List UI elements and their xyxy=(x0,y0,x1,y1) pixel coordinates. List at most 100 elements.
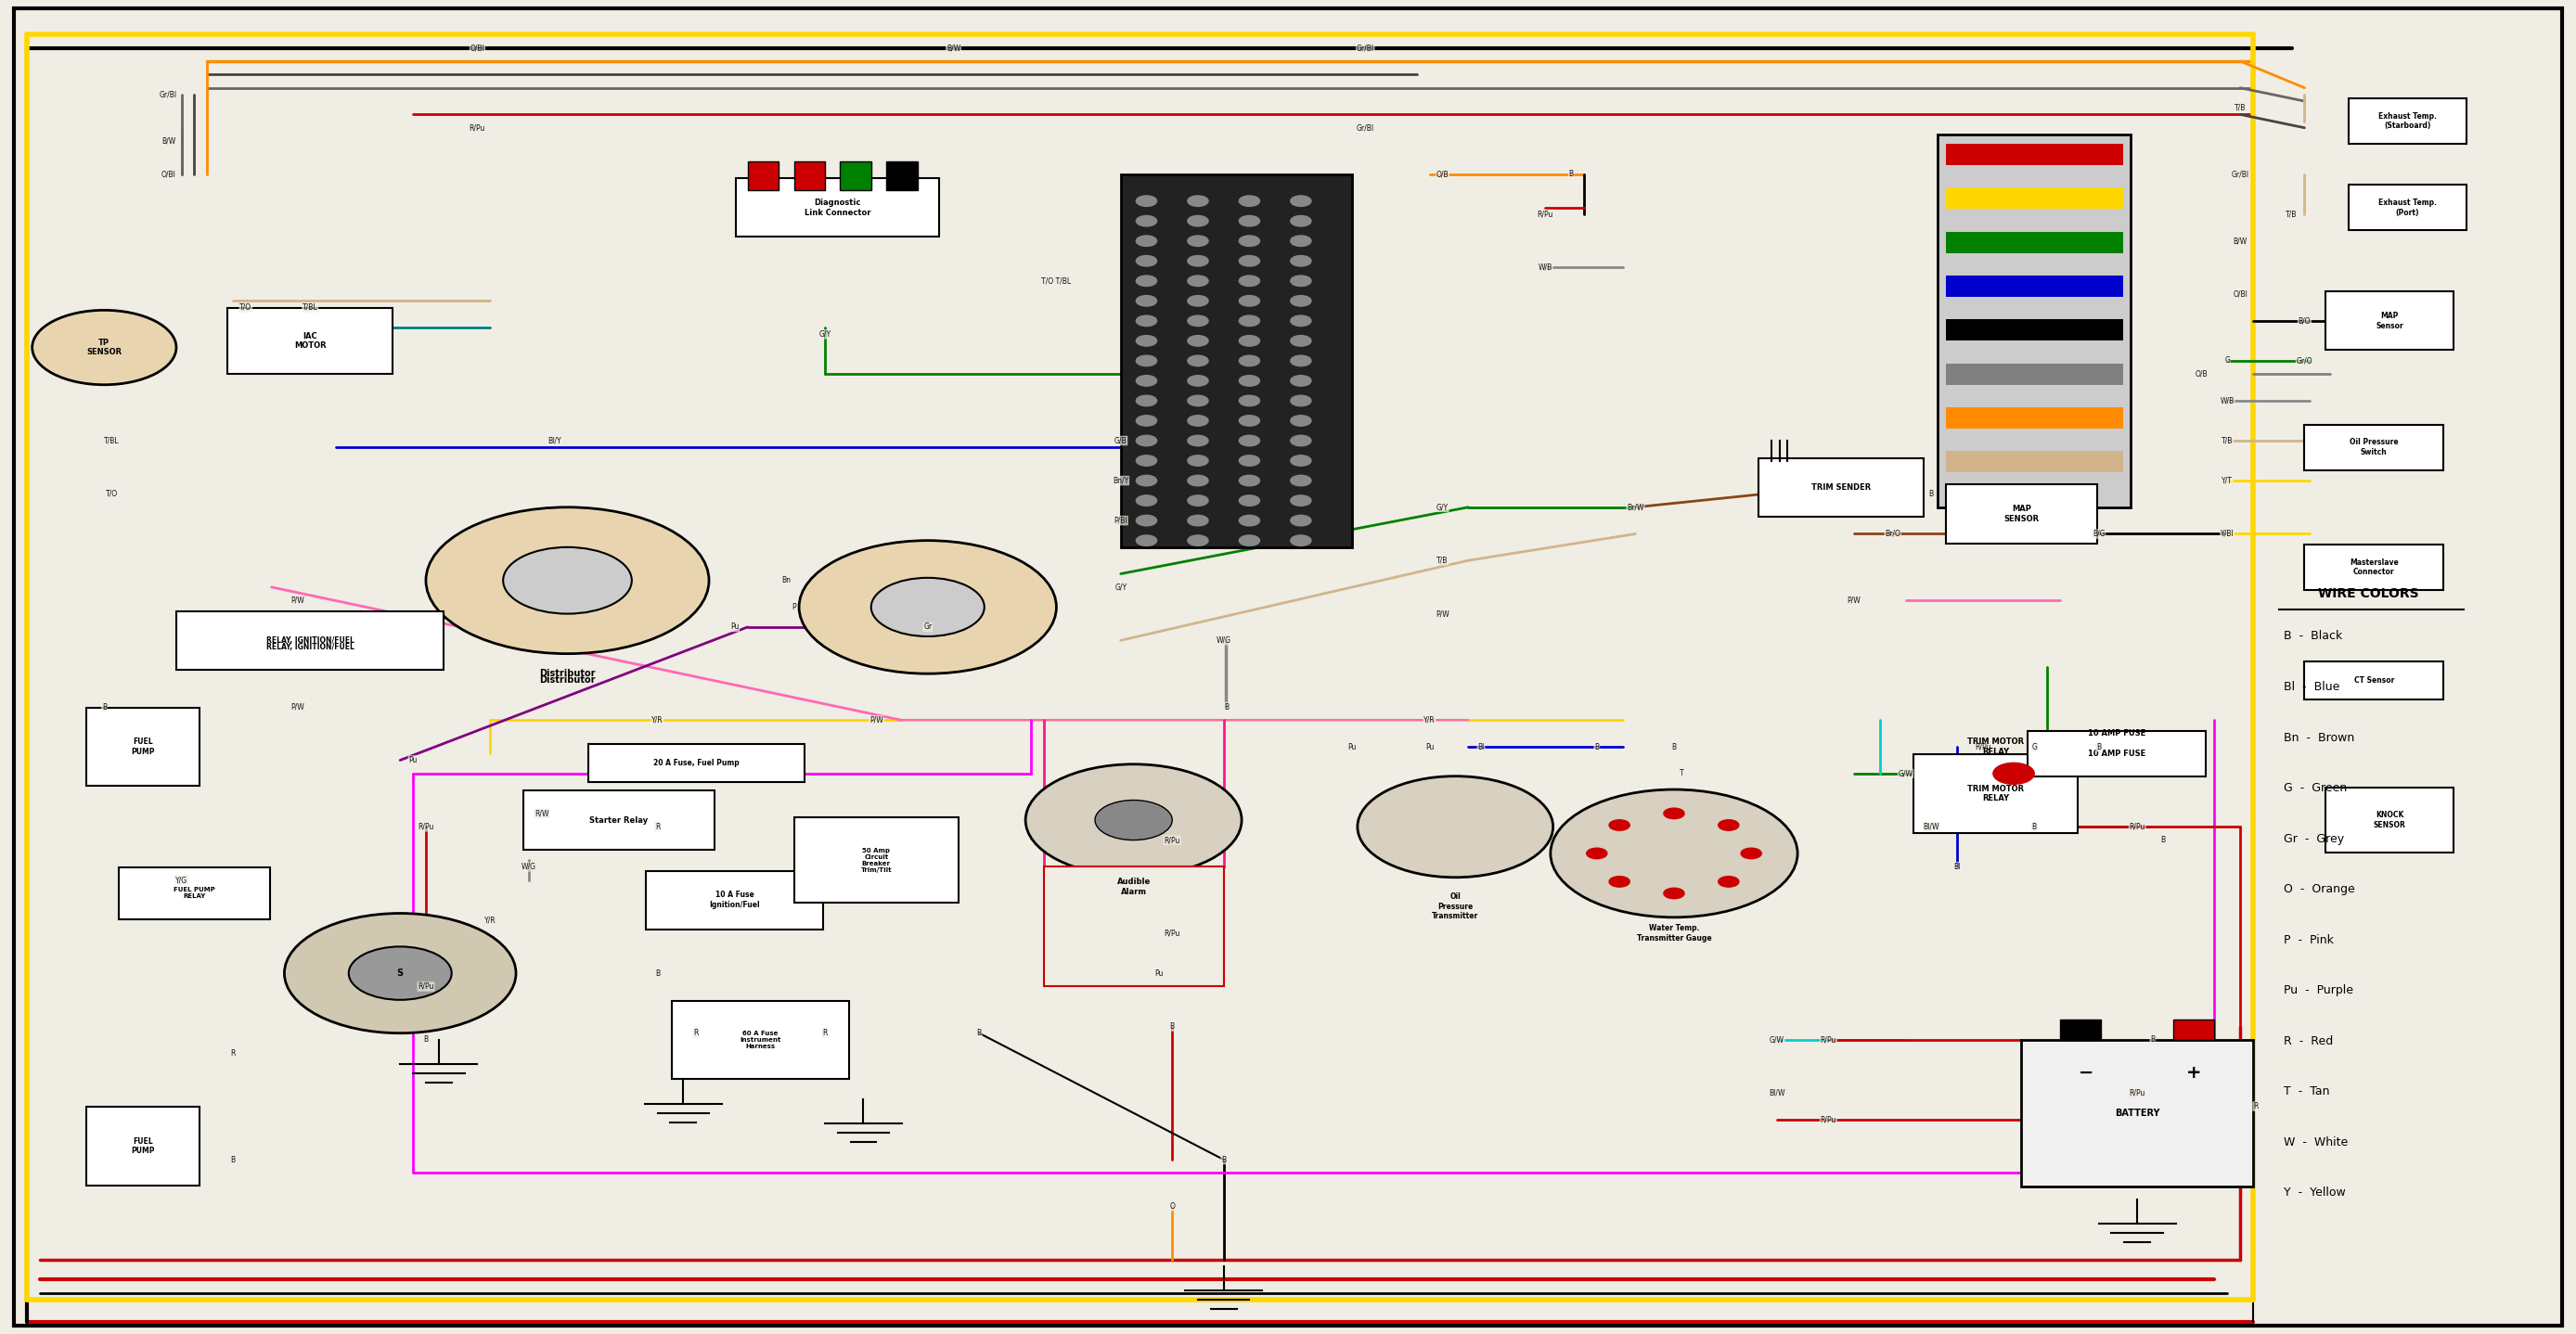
Circle shape xyxy=(1136,335,1157,346)
FancyBboxPatch shape xyxy=(2349,185,2468,231)
Circle shape xyxy=(1095,800,1172,840)
Circle shape xyxy=(1239,415,1260,426)
Text: B: B xyxy=(2097,743,2102,751)
Text: B/W: B/W xyxy=(945,44,961,52)
Circle shape xyxy=(1239,296,1260,307)
FancyBboxPatch shape xyxy=(2306,662,2445,699)
Text: Pu: Pu xyxy=(410,756,417,764)
Text: Y/R: Y/R xyxy=(652,716,665,724)
Text: Bl/W: Bl/W xyxy=(1770,1089,1785,1098)
Text: Bn  -  Brown: Bn - Brown xyxy=(2285,731,2354,743)
Text: Pu  -  Purple: Pu - Purple xyxy=(2285,984,2354,996)
Circle shape xyxy=(1239,276,1260,287)
Text: Exhaust Temp.
(Port): Exhaust Temp. (Port) xyxy=(2378,199,2437,216)
Circle shape xyxy=(1610,876,1631,887)
Text: Y/G: Y/G xyxy=(175,876,188,884)
Bar xyxy=(1945,144,2123,165)
Circle shape xyxy=(1239,196,1260,207)
Circle shape xyxy=(1358,776,1553,878)
Text: Oil Pressure
Switch: Oil Pressure Switch xyxy=(2349,439,2398,456)
Text: R/Pu: R/Pu xyxy=(1164,928,1180,938)
Circle shape xyxy=(1188,375,1208,386)
Text: R/Pu: R/Pu xyxy=(1821,1115,1837,1123)
Text: P: P xyxy=(791,603,796,611)
Bar xyxy=(793,161,824,191)
Text: W/G: W/G xyxy=(1216,636,1231,644)
Text: R/Pu: R/Pu xyxy=(417,982,433,991)
Text: W/G: W/G xyxy=(520,863,536,871)
Circle shape xyxy=(1188,335,1208,346)
Circle shape xyxy=(1136,395,1157,406)
Circle shape xyxy=(425,507,708,654)
Circle shape xyxy=(1239,495,1260,506)
Text: Pu: Pu xyxy=(1425,743,1435,751)
Text: Bn/Y: Bn/Y xyxy=(1113,476,1128,484)
Text: B: B xyxy=(2032,823,2038,831)
Text: Bl/W: Bl/W xyxy=(1924,823,1940,831)
Text: W  -  White: W - White xyxy=(2285,1137,2349,1149)
Text: Gr/Bl: Gr/Bl xyxy=(160,91,178,99)
Circle shape xyxy=(871,578,984,636)
Circle shape xyxy=(1188,355,1208,366)
Text: Gr  -  Grey: Gr - Grey xyxy=(2285,832,2344,844)
FancyBboxPatch shape xyxy=(2306,544,2445,590)
Bar xyxy=(1945,188,2123,209)
Text: T/B: T/B xyxy=(2285,211,2298,219)
Circle shape xyxy=(1291,236,1311,247)
Text: Exhaust Temp.
(Starboard): Exhaust Temp. (Starboard) xyxy=(2378,112,2437,131)
Text: 20 A Fuse, Fuel Pump: 20 A Fuse, Fuel Pump xyxy=(654,759,739,767)
Text: B: B xyxy=(1569,171,1574,179)
Bar xyxy=(2174,1019,2215,1039)
Text: Bn: Bn xyxy=(781,576,791,584)
Circle shape xyxy=(1741,848,1762,859)
Text: Y/R: Y/R xyxy=(1425,716,1435,724)
Circle shape xyxy=(1291,415,1311,426)
Text: P/W: P/W xyxy=(291,596,304,604)
Text: Masterslave
Connector: Masterslave Connector xyxy=(2349,558,2398,576)
Text: 10 AMP FUSE: 10 AMP FUSE xyxy=(2087,730,2146,738)
Text: P/W: P/W xyxy=(1847,596,1860,604)
Text: G/Y: G/Y xyxy=(1115,583,1126,591)
Text: MAP
SENSOR: MAP SENSOR xyxy=(2004,504,2040,523)
Text: Pu: Pu xyxy=(1347,743,1358,751)
FancyBboxPatch shape xyxy=(175,611,443,670)
Text: B: B xyxy=(103,703,106,711)
Text: T/B: T/B xyxy=(2233,104,2246,112)
Circle shape xyxy=(1239,395,1260,406)
Circle shape xyxy=(1136,236,1157,247)
Circle shape xyxy=(1188,415,1208,426)
Text: 10 A Fuse
Ignition/Fuel: 10 A Fuse Ignition/Fuel xyxy=(708,891,760,908)
FancyBboxPatch shape xyxy=(2326,292,2455,350)
Bar xyxy=(1945,363,2123,384)
Circle shape xyxy=(1239,435,1260,446)
Circle shape xyxy=(1239,515,1260,526)
FancyBboxPatch shape xyxy=(85,707,198,786)
Text: O/Bl: O/Bl xyxy=(469,44,484,52)
Circle shape xyxy=(283,914,515,1033)
Text: Pu: Pu xyxy=(732,623,739,631)
Circle shape xyxy=(1291,316,1311,325)
Text: R/Pu: R/Pu xyxy=(1164,836,1180,844)
Text: R/Pu: R/Pu xyxy=(469,124,484,132)
Text: R/Pu: R/Pu xyxy=(2130,1089,2146,1098)
Text: R: R xyxy=(822,1029,827,1038)
Text: Gr/Bl: Gr/Bl xyxy=(1358,44,1373,52)
FancyBboxPatch shape xyxy=(587,743,804,782)
Text: Audible
Alarm: Audible Alarm xyxy=(1118,878,1151,895)
Circle shape xyxy=(1136,375,1157,386)
Circle shape xyxy=(1188,296,1208,307)
Circle shape xyxy=(1587,848,1607,859)
Text: TRIM MOTOR
RELAY: TRIM MOTOR RELAY xyxy=(1968,738,2025,756)
Text: R/Pu: R/Pu xyxy=(1538,211,1553,219)
Text: R: R xyxy=(693,1029,698,1038)
FancyBboxPatch shape xyxy=(2326,787,2455,852)
Circle shape xyxy=(502,547,631,614)
Text: T/B: T/B xyxy=(2221,436,2233,444)
Text: B: B xyxy=(422,1035,428,1045)
Text: T/O T/BL: T/O T/BL xyxy=(1041,276,1072,285)
FancyBboxPatch shape xyxy=(85,1107,198,1186)
Circle shape xyxy=(1291,256,1311,267)
FancyBboxPatch shape xyxy=(227,308,392,374)
Text: Y/T: Y/T xyxy=(2221,476,2233,484)
Circle shape xyxy=(1994,763,2035,784)
